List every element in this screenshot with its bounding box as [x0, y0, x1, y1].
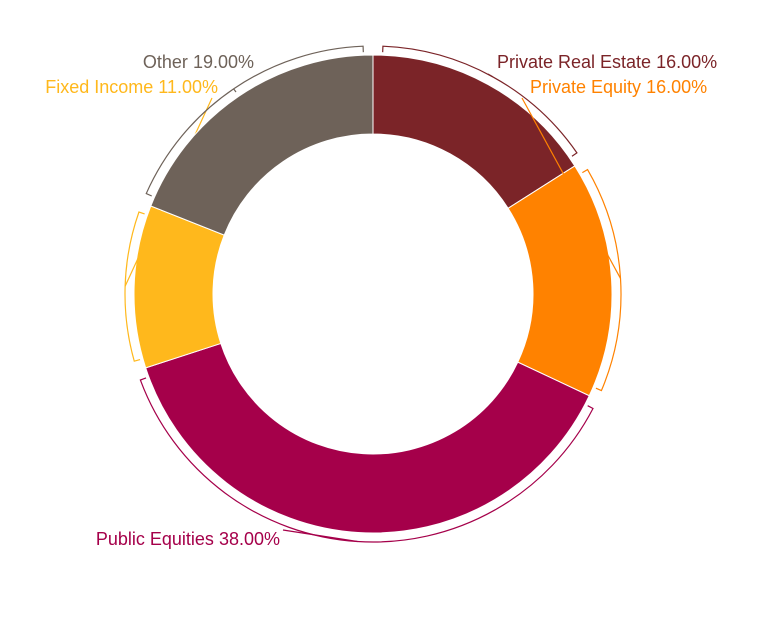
slice-label: Fixed Income 11.00% [45, 77, 218, 97]
label-name: Fixed Income [45, 77, 153, 97]
slice [145, 342, 590, 534]
label-name: Private Equity [530, 77, 641, 97]
label-value: 16.00% [646, 77, 707, 97]
slice-label: Other 19.00% [143, 52, 254, 72]
leader-line [282, 529, 358, 543]
slice-label: Public Equities 38.00% [96, 529, 280, 549]
label-value: 38.00% [219, 529, 280, 549]
slice-label: Private Equity 16.00% [530, 77, 707, 97]
label-name: Other [143, 52, 188, 72]
label-value: 16.00% [656, 52, 717, 72]
leader-line [233, 88, 237, 93]
slice [507, 165, 613, 397]
slice-label: Private Real Estate 16.00% [497, 52, 717, 72]
slice [150, 54, 374, 236]
label-name: Public Equities [96, 529, 214, 549]
leader-line [487, 73, 493, 78]
slice [133, 205, 225, 369]
label-value: 19.00% [193, 52, 254, 72]
label-value: 11.00% [158, 77, 218, 97]
leader-line [521, 97, 622, 279]
leader-bracket [124, 211, 145, 362]
label-name: Private Real Estate [497, 52, 651, 72]
